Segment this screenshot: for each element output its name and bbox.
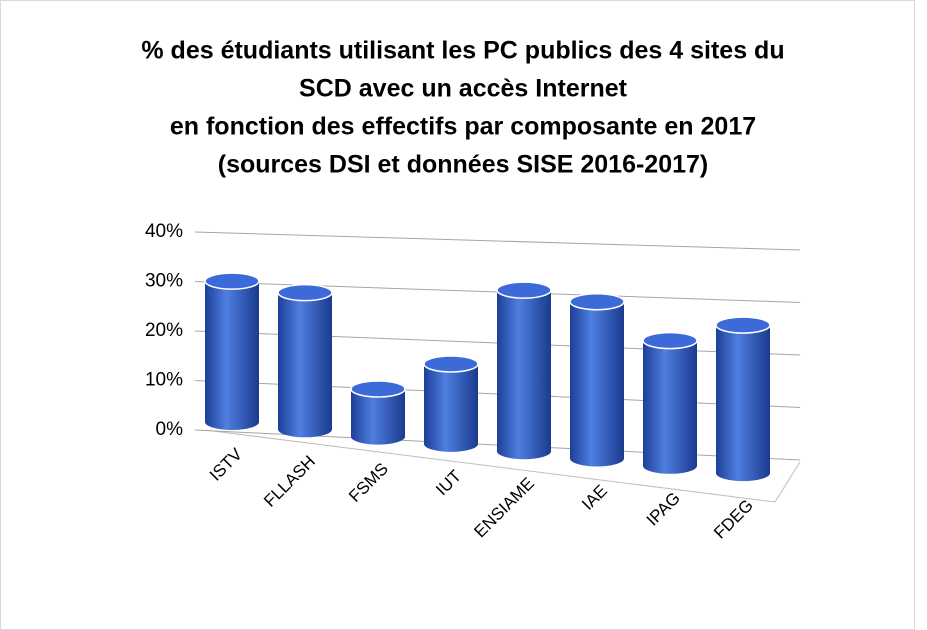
y-tick-label: 20% [145,320,183,341]
bar-body [716,325,770,474]
bar [423,355,479,452]
bar [496,281,552,460]
x-tick-label: IAE [578,481,611,514]
bar-top [423,355,479,373]
bar-body [424,363,478,444]
bar-top [715,316,771,334]
chart-title: % des étudiants utilisant les PC publics… [141,37,784,65]
y-tick-label: 0% [156,419,184,440]
bar [277,283,333,438]
x-tick-label: ENSIAME [470,474,538,542]
bar-top [350,380,406,398]
bar-body [278,292,332,430]
bar-top [569,292,625,311]
bar [642,331,698,474]
x-tick-label: IUT [432,466,465,499]
bar-top [642,331,698,350]
x-tick-label: FDEG [710,496,757,543]
bar [715,316,771,482]
grid-line [194,231,801,251]
chart-title: en fonction des effectifs par composante… [170,113,756,141]
y-tick-label: 30% [145,271,183,292]
x-tick-label: ISTV [206,444,247,485]
bar [204,272,260,430]
chart-title: SCD avec un accès Internet [299,75,628,103]
bar-body [570,301,624,459]
y-tick-label: 40% [145,221,183,242]
x-tick-label: FLLASH [260,452,319,511]
y-tick-label: 10% [145,370,183,391]
bar-top [204,272,260,290]
x-tick-label: FSMS [345,459,392,506]
bar-body [205,281,259,422]
bar [350,380,406,445]
floor-edge [204,429,801,503]
bar-top [496,281,552,299]
bar-body [497,290,551,452]
bar-body [643,340,697,466]
bar [569,292,625,467]
bar-top [277,283,333,302]
x-tick-label: IPAG [643,488,684,529]
chart-title: (sources DSI et données SISE 2016-2017) [218,151,709,179]
